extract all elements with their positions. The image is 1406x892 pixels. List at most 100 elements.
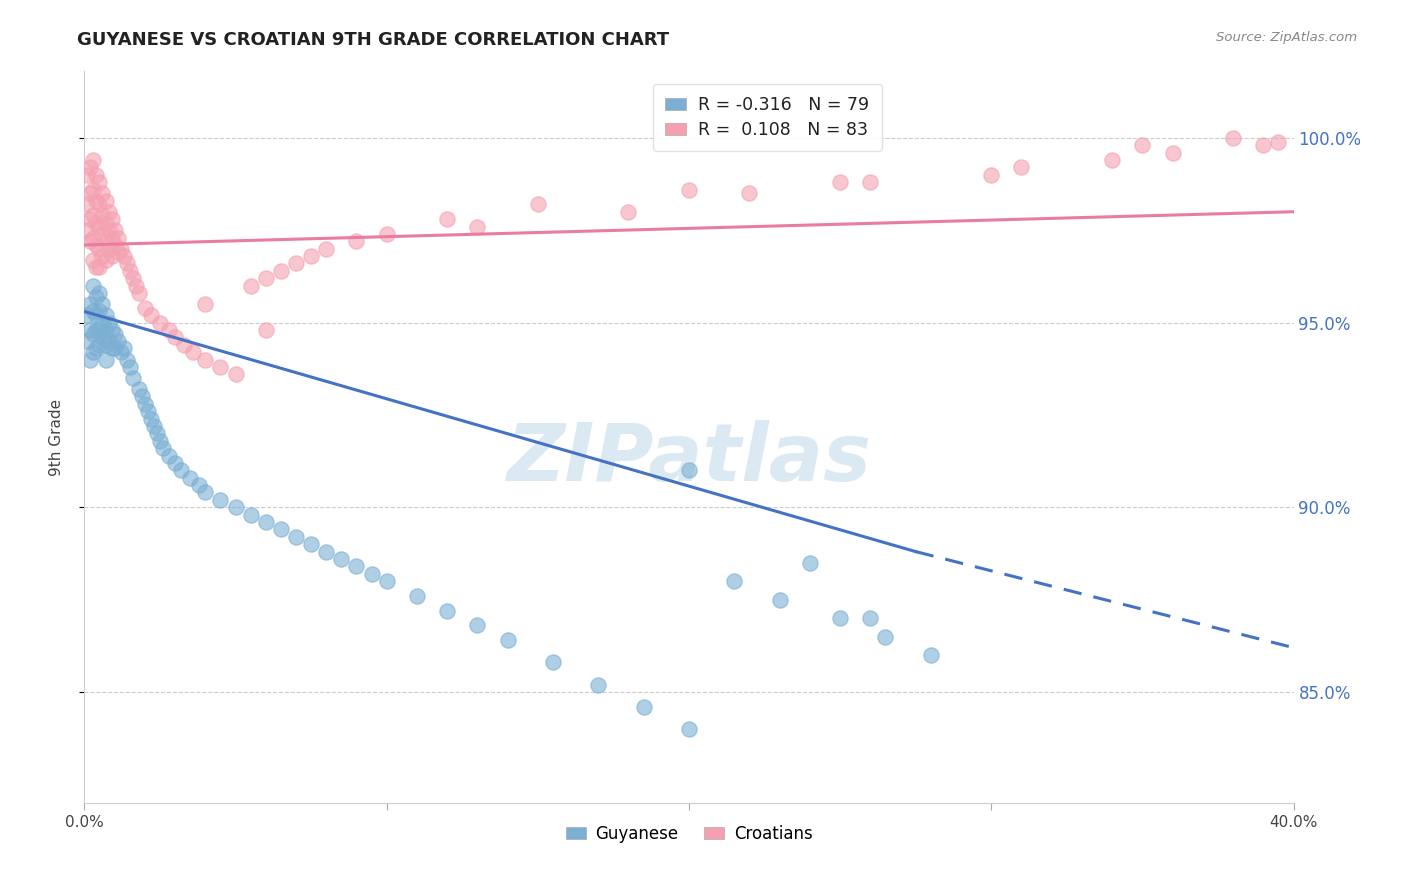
Point (1161, 145, 1184, 160)
Point (209, 359, 232, 374)
Point (165, 330, 187, 344)
Point (91, 209, 114, 223)
Point (115, 256, 138, 270)
Point (91, 330, 114, 344)
Point (194, 485, 217, 500)
Point (181, 345, 204, 359)
Point (173, 337, 195, 351)
Point (91, 297, 114, 311)
Point (128, 285, 150, 300)
Point (86, 194, 108, 208)
Point (346, 235, 368, 249)
Point (239, 508, 262, 522)
Point (157, 449, 180, 463)
Point (541, 656, 564, 670)
Point (315, 544, 337, 558)
Point (91, 249, 114, 263)
Point (97, 242, 120, 256)
Point (100, 342, 122, 356)
Point (375, 227, 398, 241)
Point (110, 345, 132, 359)
Point (82, 209, 104, 223)
Point (86, 260, 108, 274)
Point (76, 223, 98, 237)
Point (112, 342, 135, 356)
Point (82, 252, 104, 267)
Point (128, 382, 150, 396)
Point (254, 323, 277, 337)
Point (299, 537, 322, 551)
Point (100, 249, 122, 263)
Point (346, 559, 368, 574)
Point (1253, 138, 1275, 153)
Point (76, 168, 98, 182)
Point (94, 194, 117, 208)
Point (110, 242, 132, 256)
Point (134, 397, 156, 411)
Point (89, 323, 111, 337)
Point (89, 304, 111, 318)
Point (360, 566, 382, 581)
Point (94, 352, 117, 367)
Point (94, 323, 117, 337)
Point (82, 153, 104, 167)
Point (165, 456, 187, 470)
Point (254, 271, 277, 285)
Point (94, 308, 117, 322)
Point (188, 478, 211, 492)
Point (91, 186, 114, 201)
Point (142, 419, 165, 434)
Point (467, 219, 489, 234)
Point (738, 186, 761, 201)
Point (79, 323, 101, 337)
Point (678, 463, 700, 477)
Point (769, 592, 792, 607)
Point (86, 342, 108, 356)
Point (97, 204, 120, 219)
Point (86, 168, 108, 182)
Point (107, 334, 129, 348)
Point (100, 230, 122, 244)
Point (170, 463, 193, 477)
Point (94, 235, 117, 249)
Point (149, 434, 172, 448)
Point (76, 308, 98, 322)
Point (149, 316, 172, 330)
Point (830, 175, 852, 189)
Point (118, 264, 141, 278)
Point (330, 552, 353, 566)
Point (496, 633, 519, 648)
Point (82, 304, 104, 318)
Point (209, 492, 232, 507)
Point (799, 556, 821, 570)
Point (1011, 161, 1033, 175)
Point (299, 249, 322, 263)
Legend: Guyanese, Croatians: Guyanese, Croatians (558, 818, 820, 849)
Point (89, 197, 111, 211)
Point (139, 308, 162, 322)
Point (875, 630, 897, 644)
Point (146, 426, 169, 441)
Point (1267, 135, 1289, 149)
Point (104, 342, 127, 356)
Point (239, 278, 262, 293)
Point (86, 308, 108, 322)
Point (436, 212, 458, 227)
Point (678, 183, 700, 197)
Point (136, 404, 159, 418)
Point (436, 604, 458, 618)
Point (86, 323, 108, 337)
Point (97, 223, 120, 237)
Point (79, 297, 101, 311)
Point (104, 223, 127, 237)
Point (115, 352, 138, 367)
Point (527, 197, 550, 211)
Point (86, 238, 108, 252)
Point (1130, 138, 1153, 153)
Point (830, 611, 852, 625)
Point (134, 301, 156, 315)
Point (285, 256, 308, 270)
Point (82, 278, 104, 293)
Point (980, 168, 1002, 182)
Point (86, 216, 108, 230)
